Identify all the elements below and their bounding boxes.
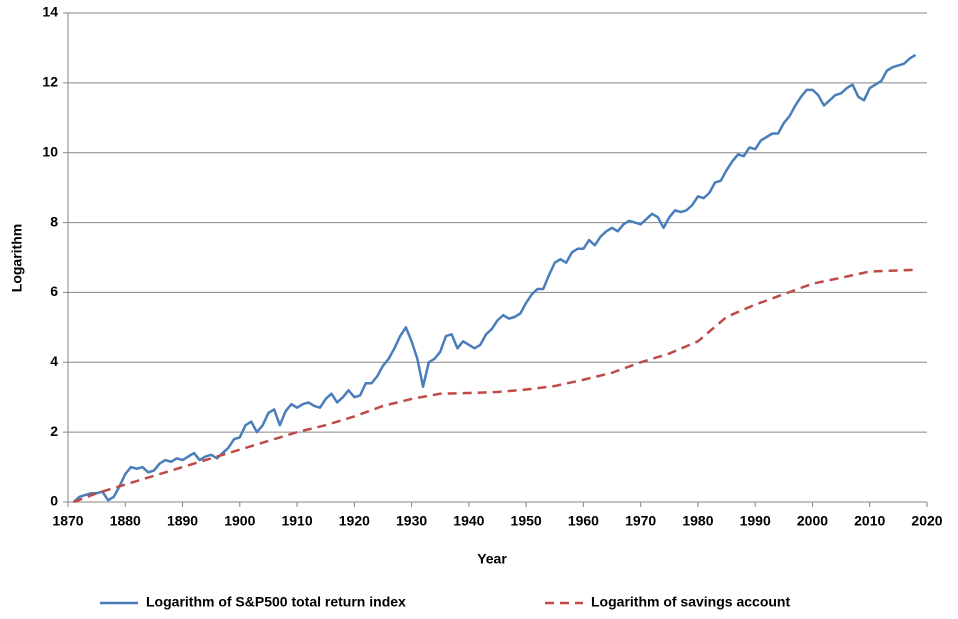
x-tick-label: 1890	[167, 513, 198, 529]
legend-label: Logarithm of savings account	[591, 594, 790, 610]
y-tick-label: 14	[42, 4, 58, 20]
y-tick-label: 0	[50, 493, 58, 509]
x-tick-label: 2010	[854, 513, 885, 529]
y-tick-label: 6	[50, 283, 58, 299]
x-tick-label: 1970	[625, 513, 656, 529]
x-tick-label: 1960	[568, 513, 599, 529]
x-tick-label: 1910	[281, 513, 312, 529]
x-tick-label: 1940	[453, 513, 484, 529]
x-tick-label: 1950	[511, 513, 542, 529]
y-tick-label: 2	[50, 423, 58, 439]
y-axis-label: Logarithm	[9, 224, 25, 292]
y-tick-label: 12	[42, 74, 58, 90]
y-tick-label: 4	[50, 353, 58, 369]
x-tick-label: 1920	[339, 513, 370, 529]
x-tick-label: 1990	[740, 513, 771, 529]
x-axis-label: Year	[477, 551, 507, 567]
x-tick-label: 1900	[224, 513, 255, 529]
x-tick-label: 2000	[797, 513, 828, 529]
y-tick-label: 10	[42, 143, 58, 159]
x-tick-label: 1880	[110, 513, 141, 529]
legend-label: Logarithm of S&P500 total return index	[146, 594, 406, 610]
x-tick-label: 2020	[911, 513, 942, 529]
line-series	[72, 53, 917, 503]
y-tick-label: 8	[50, 213, 58, 229]
x-tick-label: 1930	[396, 513, 427, 529]
x-tick-label: 1980	[682, 513, 713, 529]
line-series	[73, 268, 916, 504]
x-tick-label: 1870	[52, 513, 83, 529]
